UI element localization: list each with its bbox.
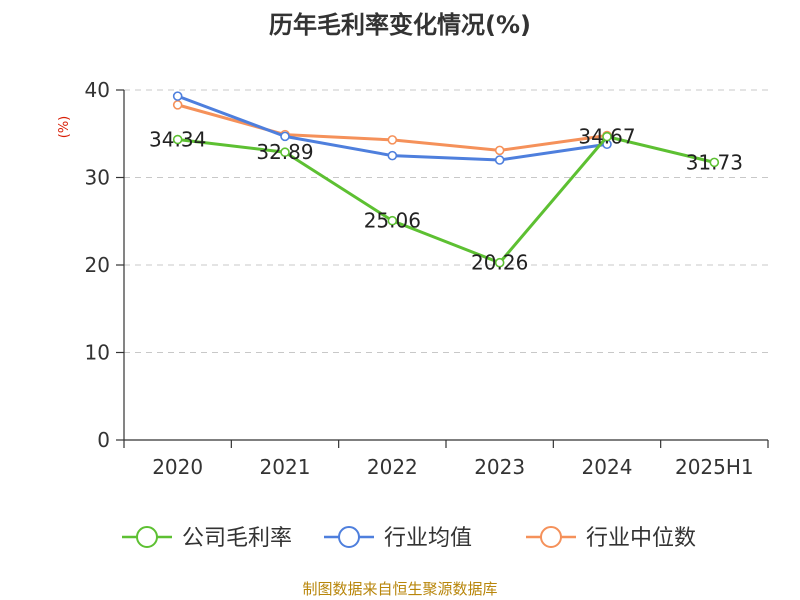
x-tick-label: 2024 <box>582 455 633 479</box>
y-axis-unit-label: (%) <box>57 116 72 139</box>
x-tick-label: 2025H1 <box>675 455 754 479</box>
data-label: 20.26 <box>471 251 528 275</box>
data-point-1 <box>172 91 183 101</box>
legend-label: 行业中位数 <box>586 526 696 551</box>
x-tick-label: 2020 <box>152 455 203 479</box>
data-label: 31.73 <box>686 150 743 174</box>
series-line-0 <box>177 135 715 265</box>
data-point-2 <box>172 100 183 110</box>
data-label: 34.67 <box>578 125 635 149</box>
data-point-1 <box>387 150 398 161</box>
y-tick-label: 30 <box>85 166 110 190</box>
x-tick-label: 2023 <box>474 455 525 479</box>
data-point-2 <box>494 145 505 156</box>
y-tick-label: 0 <box>97 428 110 452</box>
series-lines <box>172 91 720 268</box>
y-tick-label: 20 <box>85 253 110 277</box>
y-tick-label: 40 <box>85 78 110 102</box>
data-label: 34.34 <box>149 128 206 152</box>
data-point-0 <box>494 257 505 268</box>
legend-label: 公司毛利率 <box>182 526 292 551</box>
x-tick-label: 2021 <box>260 455 311 479</box>
legend[interactable]: 公司毛利率 行业均值 行业中位数 <box>122 526 696 551</box>
data-point-0 <box>709 157 720 168</box>
x-tick-label: 2022 <box>367 455 418 479</box>
legend-marker <box>540 526 562 548</box>
series-line-1 <box>177 94 608 162</box>
legend-marker <box>136 526 158 548</box>
data-labels: 34.34 32.89 25.06 20.26 34.67 31.73 <box>149 125 743 275</box>
source-note: 制图数据来自恒生聚源数据库 <box>302 580 497 598</box>
data-point-0 <box>280 147 290 158</box>
chart-title: 历年毛利率变化情况(%) <box>269 11 531 39</box>
data-point-0 <box>172 134 183 145</box>
legend-marker <box>338 526 360 548</box>
grid-lines <box>124 89 768 353</box>
data-point-1 <box>280 131 290 142</box>
data-point-1 <box>494 155 505 165</box>
data-label: 32.89 <box>256 140 313 164</box>
data-point-0 <box>602 131 612 142</box>
data-label: 25.06 <box>364 209 421 233</box>
data-point-0 <box>387 215 398 226</box>
legend-label: 行业均值 <box>384 526 472 551</box>
y-tick-label: 10 <box>85 341 110 365</box>
axes: 0 10 20 30 40 2020 2021 2022 2023 2024 2025H1 <box>85 78 769 479</box>
data-point-2 <box>387 135 398 145</box>
